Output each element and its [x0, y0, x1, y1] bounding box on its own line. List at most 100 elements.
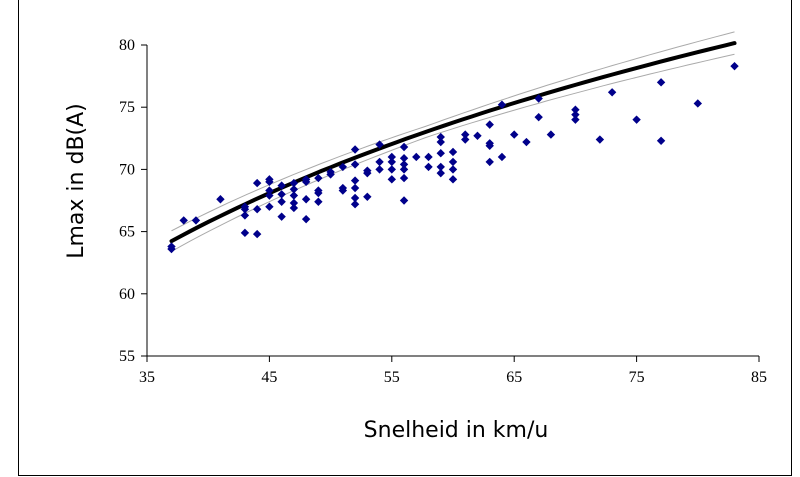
data-point — [350, 193, 360, 203]
data-point — [399, 154, 409, 163]
data-point — [289, 178, 299, 188]
data-points — [167, 61, 739, 254]
data-point — [399, 160, 409, 169]
data-point — [265, 202, 274, 211]
data-point — [265, 191, 274, 200]
y-tick-label: 60 — [119, 286, 135, 303]
x-tick-label: 75 — [629, 369, 645, 386]
data-point — [338, 162, 348, 172]
data-point — [534, 112, 543, 122]
data-point — [424, 152, 433, 162]
data-point — [571, 115, 580, 124]
x-tick-label: 45 — [261, 369, 277, 386]
trend-curve — [169, 41, 737, 244]
data-point — [265, 186, 274, 195]
data-point — [301, 175, 311, 184]
data-point — [179, 216, 188, 225]
data-point — [375, 157, 384, 167]
data-point — [399, 173, 409, 183]
data-point — [510, 130, 519, 139]
data-point — [730, 61, 739, 71]
data-point — [277, 181, 286, 190]
x-tick-label: 85 — [751, 369, 767, 386]
data-point — [387, 175, 396, 184]
data-point — [252, 205, 262, 214]
data-point — [693, 99, 702, 108]
data-point — [424, 162, 433, 172]
x-tick-label: 55 — [384, 369, 400, 386]
data-point — [485, 139, 494, 148]
data-point — [595, 135, 605, 144]
chart-frame: 55 60 65 70 75 80 35 45 55 65 75 85 Lmax in dB(A) S… — [18, 0, 792, 476]
data-point — [167, 242, 176, 251]
data-point — [252, 229, 262, 239]
data-point — [277, 197, 286, 206]
data-point — [632, 115, 641, 124]
data-point — [448, 147, 458, 157]
data-point — [387, 165, 396, 174]
data-point — [461, 135, 470, 144]
data-point — [289, 203, 299, 213]
x-tick-label: 35 — [139, 369, 155, 386]
y-tick-label: 65 — [119, 224, 135, 241]
data-point — [485, 157, 494, 167]
y-axis-title: Lmax in dB(A) — [64, 103, 89, 259]
tick-labels: 55 60 65 70 75 80 35 45 55 65 75 85 — [119, 37, 767, 386]
data-point — [350, 183, 360, 193]
data-point — [301, 214, 311, 224]
data-point — [326, 167, 335, 177]
data-point — [277, 212, 286, 221]
data-point — [448, 157, 458, 167]
data-point — [534, 94, 543, 103]
data-point — [350, 200, 360, 209]
data-point — [387, 157, 396, 167]
data-point — [656, 78, 666, 87]
data-point — [497, 100, 507, 109]
data-point — [399, 165, 409, 174]
scatter-chart: 55 60 65 70 75 80 35 45 55 65 75 85 Lmax in dB(A) S… — [64, 31, 767, 443]
data-point — [301, 195, 311, 204]
data-point — [546, 130, 556, 139]
data-point — [338, 183, 348, 193]
data-point — [375, 165, 384, 174]
data-point — [314, 173, 323, 183]
data-point — [314, 186, 323, 195]
data-point — [399, 196, 409, 205]
data-point — [240, 228, 250, 238]
data-point — [350, 145, 360, 154]
data-point — [436, 137, 445, 147]
trend-line — [169, 41, 737, 244]
data-point — [375, 140, 384, 149]
y-tick-label: 80 — [119, 37, 135, 54]
data-point — [314, 197, 323, 206]
data-point — [363, 192, 372, 201]
data-point — [473, 131, 482, 141]
data-point — [191, 216, 201, 225]
confidence-band — [171, 31, 735, 252]
data-point — [252, 178, 262, 188]
data-point — [485, 120, 494, 129]
data-point — [436, 132, 445, 142]
data-point — [656, 136, 666, 145]
x-axis-title: Snelheid in km/u — [364, 418, 549, 443]
data-point — [265, 175, 274, 184]
data-point — [289, 198, 299, 208]
data-point — [497, 152, 507, 162]
data-point — [240, 211, 250, 220]
data-point — [387, 152, 396, 162]
data-point — [522, 137, 531, 147]
data-point — [571, 110, 580, 119]
band-lower-line — [171, 53, 735, 252]
data-point — [436, 149, 445, 158]
data-point — [448, 165, 458, 174]
data-point — [399, 142, 409, 152]
data-point — [607, 88, 617, 97]
x-tick-label: 65 — [506, 369, 522, 386]
data-point — [448, 175, 458, 184]
band-upper-line — [171, 31, 735, 232]
axes — [141, 44, 760, 362]
data-point — [412, 152, 421, 162]
data-point — [240, 202, 250, 211]
y-tick-label: 75 — [119, 99, 135, 116]
data-point — [436, 162, 445, 172]
